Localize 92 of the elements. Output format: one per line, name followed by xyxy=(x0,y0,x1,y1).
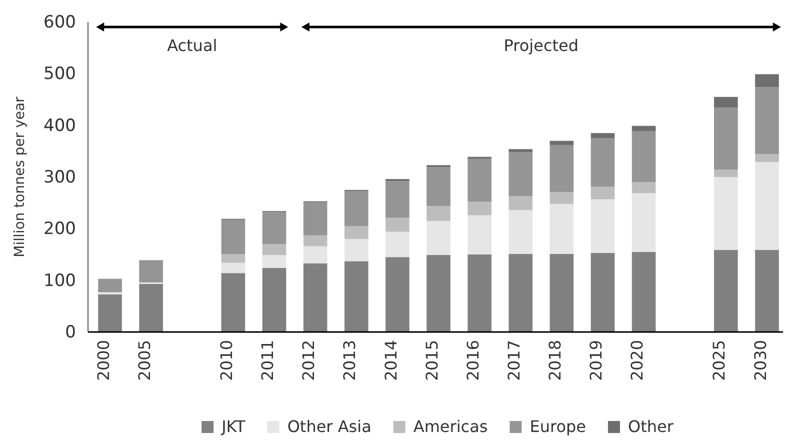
annotation: Projected xyxy=(504,36,579,55)
legend-label: Other xyxy=(628,417,674,436)
bar xyxy=(221,273,246,332)
x-tick-label: 2015 xyxy=(422,340,442,381)
legend-label: Americas xyxy=(413,417,488,436)
bar xyxy=(714,250,738,332)
bar xyxy=(755,154,779,162)
legend-label: JKT xyxy=(220,417,246,436)
bar xyxy=(755,162,779,250)
legend-label: Europe xyxy=(530,417,586,436)
bar xyxy=(262,268,286,332)
annotation: Actual xyxy=(167,36,218,55)
bar xyxy=(426,220,450,256)
bar xyxy=(590,138,615,187)
bar xyxy=(550,144,574,192)
x-tick-label: 2000 xyxy=(94,340,113,381)
bar xyxy=(221,262,246,274)
bar xyxy=(755,74,779,88)
x-tick-label: 2018 xyxy=(545,340,564,381)
x-tick-label: 2025 xyxy=(710,340,729,381)
bar xyxy=(344,261,368,332)
x-tick-label: 2012 xyxy=(299,340,318,381)
bar xyxy=(508,152,533,196)
bar xyxy=(632,182,656,194)
bar xyxy=(590,199,615,253)
y-tick-label: 300 xyxy=(44,167,76,188)
bar xyxy=(426,167,450,206)
bar xyxy=(632,193,656,252)
bar xyxy=(98,278,122,292)
bar xyxy=(221,220,246,254)
bar xyxy=(550,192,574,204)
legend-label: Other Asia xyxy=(287,417,372,436)
bar xyxy=(714,96,738,108)
bar xyxy=(632,126,656,132)
bar xyxy=(468,158,492,202)
x-tick-label: 2016 xyxy=(463,340,482,381)
bar xyxy=(426,255,450,332)
bar xyxy=(590,252,615,332)
bar xyxy=(426,206,450,221)
bar xyxy=(632,252,656,332)
x-tick-label: 2013 xyxy=(340,340,360,381)
bar xyxy=(139,284,163,332)
bar xyxy=(508,196,533,210)
y-axis-title: Million tonnes per year xyxy=(12,96,28,258)
y-tick-label: 500 xyxy=(44,64,76,84)
x-tick-label: 2019 xyxy=(586,340,606,381)
bar xyxy=(468,254,492,332)
bar xyxy=(550,204,574,254)
bar xyxy=(508,254,533,332)
x-tick-label: 2010 xyxy=(216,340,236,381)
y-tick-label: 0 xyxy=(65,322,76,342)
bar xyxy=(714,108,738,170)
bar xyxy=(303,235,328,246)
bar xyxy=(386,232,410,258)
y-tick-label: 600 xyxy=(44,12,76,32)
bar xyxy=(590,186,615,200)
bar xyxy=(550,254,574,332)
x-tick-label: 2020 xyxy=(628,340,647,381)
bar xyxy=(344,226,368,239)
x-tick-label: 2014 xyxy=(381,340,400,381)
bar xyxy=(714,177,738,250)
bar xyxy=(262,255,286,268)
bar xyxy=(303,202,328,236)
bar xyxy=(755,250,779,332)
bar xyxy=(590,133,615,138)
bar xyxy=(344,190,368,226)
y-tick-label: 200 xyxy=(44,219,76,240)
bar xyxy=(221,254,246,263)
bar xyxy=(98,294,122,332)
bar xyxy=(508,149,533,152)
bar xyxy=(262,212,286,244)
bar xyxy=(262,244,286,256)
bar xyxy=(386,257,410,332)
bar xyxy=(386,181,410,218)
bar xyxy=(755,87,779,154)
bar xyxy=(468,215,492,254)
bar xyxy=(303,246,328,264)
x-tick-label: 2005 xyxy=(134,340,154,381)
x-tick-label: 2017 xyxy=(504,340,524,381)
bar xyxy=(386,218,410,232)
x-tick-label: 2030 xyxy=(750,340,770,381)
x-tick-label: 2011 xyxy=(258,340,278,381)
bar xyxy=(550,140,574,145)
bar xyxy=(303,263,328,332)
bar xyxy=(139,260,163,282)
bar xyxy=(508,210,533,254)
y-tick-label: 400 xyxy=(44,116,76,136)
bar xyxy=(714,170,738,177)
y-tick-label: 100 xyxy=(44,270,76,291)
bar xyxy=(344,239,368,262)
bar xyxy=(632,131,656,182)
bar xyxy=(468,202,492,216)
